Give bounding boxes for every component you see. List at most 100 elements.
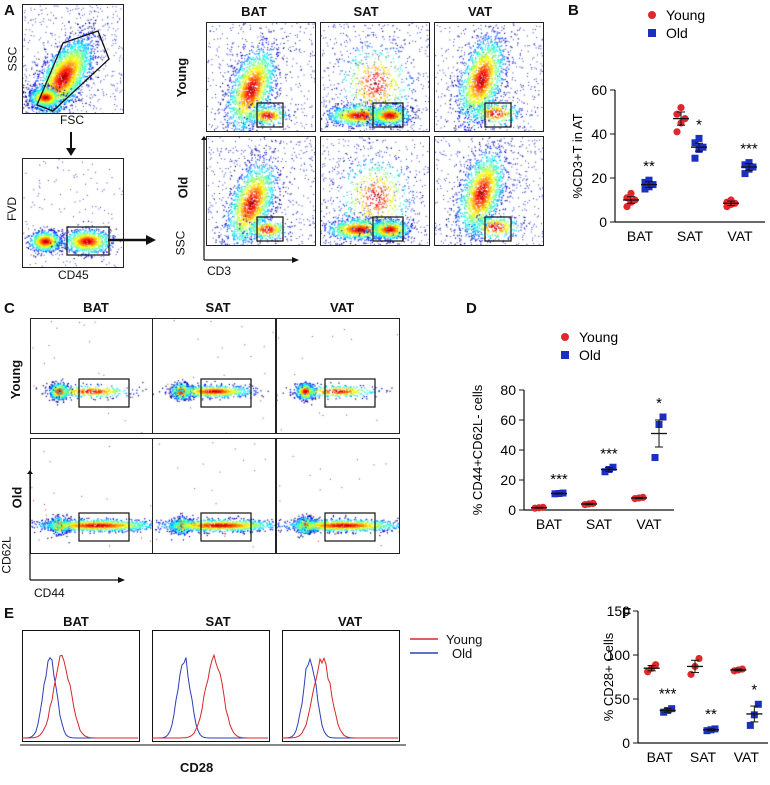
- gate-fvd-label: FVD: [5, 197, 19, 221]
- panel-c-column-vat: VAT: [329, 300, 355, 315]
- B-significance: **: [643, 158, 655, 175]
- panel-a-gate-old-bat: [256, 216, 284, 242]
- B-legend-young: Young: [666, 7, 705, 23]
- panel-c-plot-young-vat: [276, 318, 400, 434]
- B-y-tick-label: 20: [591, 170, 607, 186]
- gating-plot-fvd-cd45: [22, 158, 124, 268]
- B-legend-young-marker: [648, 11, 656, 19]
- D-y-tick-label: 0: [508, 502, 516, 518]
- F-significance: ***: [659, 686, 677, 703]
- panel-a-gate-old-bat-rect: [256, 216, 284, 242]
- panel-c-plot-old-sat: [152, 438, 276, 554]
- panel-c-gate-old-sat-rect: [200, 512, 252, 542]
- panel-c-cd62l-axis-label: CD62L: [0, 536, 14, 574]
- D-legend-young-marker: [561, 333, 569, 341]
- panel-letter-e: E: [4, 605, 15, 622]
- panel-a-ssc-axis-label: SSC: [173, 230, 188, 256]
- B-y-tick-label: 0: [599, 214, 607, 230]
- panel-a-plot-young-bat-density: [207, 23, 315, 131]
- D-y-tick-label: 60: [500, 412, 516, 428]
- B-x-tick-label: SAT: [677, 228, 704, 244]
- B-point-old: [641, 185, 649, 193]
- gating-plot-ssc-fsc-density: [23, 5, 123, 113]
- D-y-tick-label: 40: [500, 442, 516, 458]
- panel-e-legend-old: Old: [452, 646, 473, 661]
- panel-c-plot-young-bat-density: [31, 319, 153, 433]
- panel-c-plot-old-sat-density: [153, 439, 275, 553]
- down-arrow-icon: [66, 132, 76, 156]
- panel-letter-c: C: [4, 300, 15, 317]
- B-point-young: [673, 128, 681, 136]
- panel-c-gate-young-vat-rect: [324, 378, 376, 408]
- F-y-tick-label: 100: [607, 647, 631, 663]
- panel-c-plot-young-sat: [152, 318, 276, 434]
- panel-e-histogram-vat: [282, 630, 400, 742]
- F-x-tick-label: SAT: [690, 749, 717, 765]
- D-y-tick-label: 20: [500, 472, 516, 488]
- D-legend-young: Young: [579, 329, 618, 345]
- D-x-tick-label: BAT: [536, 516, 563, 532]
- D-y-tick-label: 80: [500, 382, 516, 398]
- B-legend-old-marker: [648, 29, 656, 37]
- D-significance: *: [656, 395, 662, 412]
- panel-a-gate-young-vat-rect: [484, 102, 512, 128]
- panel-a-gate-old-sat: [372, 216, 404, 242]
- panel-a-axis-arrows: [201, 136, 299, 263]
- panel-c-plot-old-vat: [276, 438, 400, 554]
- panel-e-column-bat: BAT: [63, 614, 89, 629]
- panel-e-histogram-frame-sat: [152, 630, 270, 742]
- F-point-young: [695, 654, 703, 663]
- B-point-old: [641, 178, 649, 186]
- B-point-old: [741, 161, 749, 169]
- D-significance: ***: [550, 471, 568, 488]
- panel-e-column-vat: VAT: [337, 614, 363, 629]
- panel-a-plot-young-vat: [434, 22, 544, 132]
- panel-c-gate-young-bat-rect: [78, 378, 130, 408]
- B-legend-old: Old: [666, 25, 688, 41]
- panel-e-histogram-frame-vat: [282, 630, 400, 742]
- F-point-young: [687, 670, 695, 678]
- panel-a-column-sat: SAT: [353, 4, 379, 19]
- panel-a-gate-young-sat: [372, 102, 404, 128]
- panel-c-gate-old-bat: [78, 512, 130, 542]
- panel-a-cd3-axis-label: CD3: [207, 264, 232, 278]
- B-point-young: [727, 196, 735, 204]
- D-x-tick-label: VAT: [636, 516, 662, 532]
- panel-a-gate-young-bat-rect: [256, 102, 284, 128]
- chart-f-cd28-percent: 0 50 100 150 % CD28+ Cells BAT *** SAT ** VAT *: [601, 603, 768, 765]
- B-point-old: [645, 176, 653, 184]
- panel-e-axis-underline: [20, 744, 406, 746]
- panel-c-row-young: Young: [8, 359, 24, 400]
- panel-a-plot-old-bat-density: [207, 137, 315, 245]
- panel-c-column-sat: SAT: [205, 300, 231, 315]
- panel-a-plot-old-sat-density: [321, 137, 429, 245]
- panel-c-gate-old-bat-rect: [78, 512, 130, 542]
- F-point-old: [754, 700, 762, 708]
- D-point-old: [651, 454, 659, 461]
- gate-rectangle: [66, 226, 110, 256]
- B-y-tick-label: 40: [591, 126, 607, 142]
- F-y-axis-label: % CD28+ Cells: [601, 632, 616, 721]
- panel-a-plot-old-vat: [434, 136, 544, 246]
- panel-letter-f: F: [622, 605, 632, 622]
- panel-c-cd44-axis-label: CD44: [34, 586, 65, 600]
- panel-e-cd28-axis-label: CD28: [180, 760, 214, 775]
- panel-letter-a: A: [4, 2, 15, 19]
- B-point-old: [691, 154, 699, 162]
- D-legend-old-marker: [561, 351, 569, 359]
- panel-e-young-curve-bat: [22, 654, 138, 739]
- panel-e-young-curve-vat: [282, 656, 398, 739]
- F-point-young: [652, 661, 660, 669]
- panel-a-column-vat: VAT: [467, 4, 493, 19]
- panel-letter-d: D: [466, 300, 477, 317]
- gating-plot-ssc-fsc: [22, 4, 124, 114]
- B-x-tick-label: VAT: [727, 228, 753, 244]
- panel-e-legend-young: Young: [446, 632, 483, 647]
- F-significance: **: [705, 706, 717, 723]
- panel-letter-b: B: [568, 2, 579, 19]
- gate-fsc-label: FSC: [60, 113, 84, 127]
- F-x-tick-label: BAT: [647, 749, 674, 765]
- panel-a-gate-young-bat: [256, 102, 284, 128]
- panel-c-gate-young-vat: [324, 378, 376, 408]
